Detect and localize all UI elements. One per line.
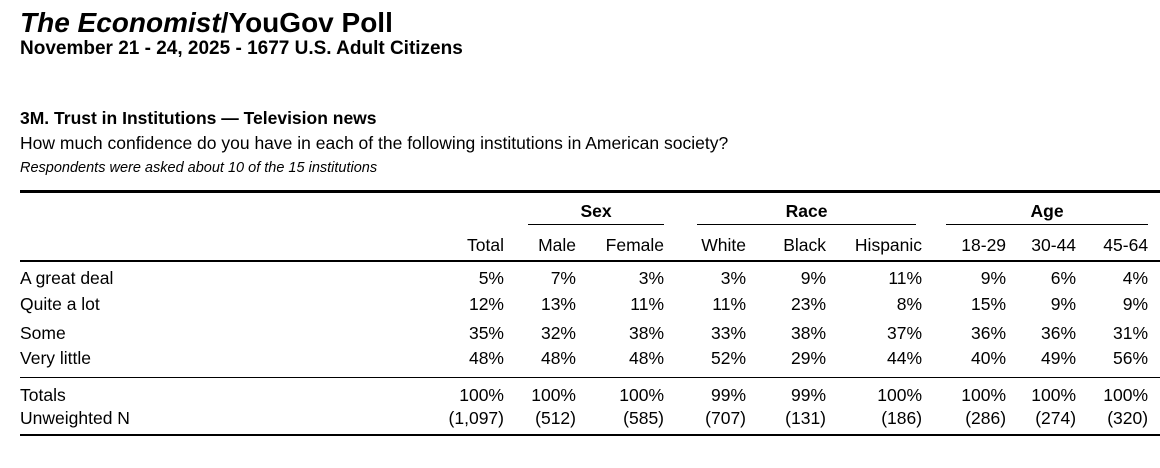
value-cell: 99% (664, 376, 747, 406)
value-cell: 11% (630, 294, 665, 314)
column-header-45-64: 45-64 (1076, 225, 1160, 262)
value-cell: 49% (1041, 348, 1077, 369)
table-footer-row: Unweighted N (1,097) (512) (585) (707) (131) (… (20, 406, 1160, 435)
column-header-white: White (664, 225, 747, 262)
row-label: Unweighted N (20, 408, 130, 428)
value-cell: 38% (628, 323, 665, 343)
question-text: How much confidence do you have in each … (20, 133, 729, 153)
value-cell: 100% (576, 376, 665, 406)
value-cell: 100% (922, 376, 1007, 406)
value-cell: 9% (1122, 294, 1149, 314)
value-cell: (186) (881, 408, 923, 428)
value-cell: 52% (710, 348, 747, 369)
value-cell: 15% (971, 294, 1007, 314)
poll-document-page: The Economist/YouGov Poll November 21 - … (20, 8, 1160, 436)
value-cell: 37% (887, 323, 923, 343)
value-cell: (274) (1035, 408, 1077, 428)
value-cell: 40% (971, 348, 1007, 369)
value-cell: 48% (628, 348, 665, 369)
column-header-male: Male (504, 225, 576, 262)
value-cell: 38% (790, 323, 827, 343)
value-cell: (707) (705, 408, 747, 428)
group-header-age: Age (922, 192, 1160, 225)
value-cell: (320) (1107, 408, 1149, 428)
value-cell: 48% (468, 348, 504, 369)
question-title: 3M. Trust in Institutions — Television n… (20, 108, 377, 128)
column-header-female: Female (576, 225, 665, 262)
value-cell: 29% (790, 348, 827, 369)
value-cell: 33% (710, 323, 747, 343)
group-header-race-label: Race (697, 200, 917, 225)
value-cell: 7% (550, 268, 576, 288)
value-cell: 31% (1113, 323, 1149, 343)
value-cell: (585) (623, 408, 665, 428)
page-title: The Economist/YouGov Poll (20, 8, 1160, 38)
group-header-sex-label: Sex (528, 200, 665, 225)
value-cell: (131) (785, 408, 827, 428)
value-cell: 3% (638, 268, 665, 288)
group-header-blank (20, 192, 504, 226)
column-header-30-44: 30-44 (1006, 225, 1077, 262)
value-cell: 36% (1041, 323, 1077, 343)
table-row: Quite a lot 12% 13% 11% 11% 23% 8% 15% 9% 9% (20, 290, 1160, 319)
value-cell: 12% (468, 294, 504, 314)
column-header-blank (20, 225, 440, 262)
value-cell: (286) (965, 408, 1007, 428)
page-title-suffix: /YouGov Poll (220, 7, 393, 38)
row-label: Very little (20, 348, 91, 369)
value-cell: 36% (971, 323, 1007, 343)
table-row: A great deal 5% 7% 3% 3% 9% 11% 9% 6% 4% (20, 261, 1160, 290)
value-cell: 13% (540, 294, 576, 314)
value-cell: 44% (887, 348, 923, 369)
value-cell: 11% (712, 294, 747, 314)
column-header-black: Black (746, 225, 827, 262)
poll-date-sample: November 21 - 24, 2025 - 1677 U.S. Adult… (20, 38, 463, 59)
results-table: Sex Race Age Total Male Female White Black Hi… (20, 190, 1160, 436)
value-cell: 100% (1076, 376, 1160, 406)
value-cell: (1,097) (448, 408, 504, 428)
table-footer-row: Totals 100% 100% 100% 99% 99% 100% 100% 100% 100% (20, 376, 1160, 406)
group-header-row: Sex Race Age (20, 192, 1160, 226)
value-cell: 5% (478, 268, 504, 288)
value-cell: 100% (440, 376, 504, 406)
row-label: Totals (20, 376, 440, 406)
page-title-brand: The Economist (20, 7, 221, 38)
value-cell: 4% (1122, 268, 1149, 288)
value-cell: 32% (540, 323, 576, 343)
value-cell: 48% (540, 348, 576, 369)
value-cell: 23% (790, 294, 827, 314)
value-cell: 8% (896, 294, 923, 314)
row-label: Quite a lot (20, 294, 100, 314)
table-row: Very little 48% 48% 48% 52% 29% 44% 40% 49% 56% (20, 348, 1160, 377)
column-header-row: Total Male Female White Black Hispanic 18-29 30… (20, 225, 1160, 262)
value-cell: 6% (1050, 268, 1077, 288)
column-header-total: Total (440, 225, 504, 262)
value-cell: 100% (826, 376, 923, 406)
group-header-age-label: Age (946, 200, 1149, 225)
table-row: Some 35% 32% 38% 33% 38% 37% 36% 36% 31% (20, 319, 1160, 348)
value-cell: 11% (888, 268, 923, 288)
value-cell: (512) (535, 408, 576, 428)
value-cell: 3% (720, 268, 747, 288)
value-cell: 9% (800, 268, 827, 288)
column-header-18-29: 18-29 (922, 225, 1007, 262)
value-cell: 56% (1113, 348, 1149, 369)
row-label: Some (20, 323, 66, 343)
question-block: 3M. Trust in Institutions — Television n… (20, 106, 1160, 178)
group-header-sex: Sex (504, 192, 665, 225)
value-cell: 100% (504, 376, 576, 406)
value-cell: 35% (468, 323, 504, 343)
column-header-hispanic: Hispanic (826, 225, 923, 262)
value-cell: 9% (1050, 294, 1077, 314)
value-cell: 9% (980, 268, 1007, 288)
group-header-race: Race (664, 192, 922, 225)
value-cell: 100% (1006, 376, 1077, 406)
question-note: Respondents were asked about 10 of the 1… (20, 160, 378, 176)
value-cell: 99% (746, 376, 827, 406)
document-header: The Economist/YouGov Poll November 21 - … (20, 8, 1160, 60)
row-label: A great deal (20, 268, 114, 288)
